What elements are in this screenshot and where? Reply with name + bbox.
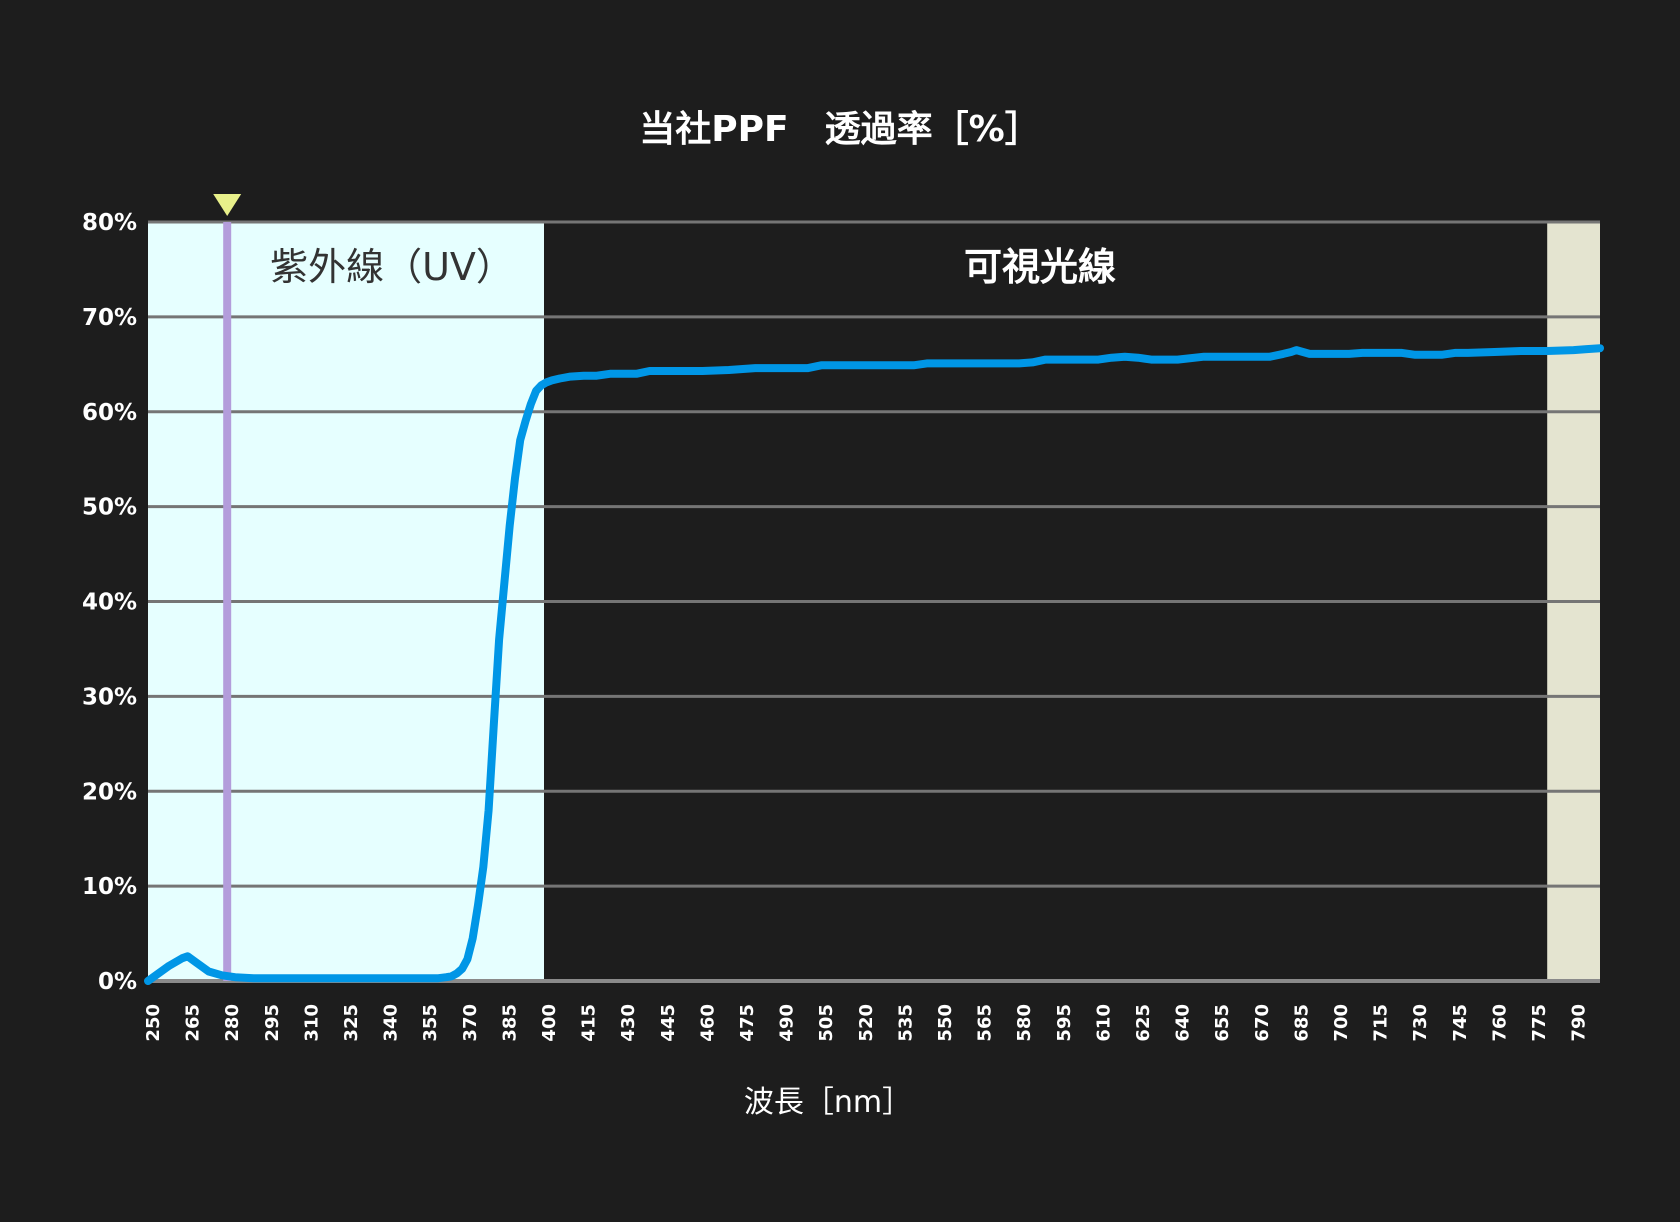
x-tick-label: 730 <box>1410 1004 1431 1042</box>
x-tick-label: 370 <box>460 1004 481 1042</box>
x-axis-label: 波長［nm］ <box>744 1085 912 1120</box>
x-tick-label: 610 <box>1093 1004 1114 1042</box>
x-tick-label: 625 <box>1133 1004 1154 1042</box>
x-tick-label: 385 <box>499 1004 520 1042</box>
x-tick-label: 700 <box>1331 1004 1352 1042</box>
x-tick-label: 325 <box>341 1004 362 1042</box>
x-tick-label: 415 <box>579 1004 600 1042</box>
y-tick-label: 70% <box>82 305 137 331</box>
y-tick-label: 20% <box>82 779 137 805</box>
x-tick-label: 400 <box>539 1004 560 1042</box>
x-tick-label: 250 <box>143 1004 164 1042</box>
x-tick-label: 760 <box>1489 1004 1510 1042</box>
x-tick-label: 265 <box>183 1004 204 1042</box>
region-label-uv: 紫外線（UV） <box>270 245 514 289</box>
y-tick-label: 60% <box>82 400 137 426</box>
x-tick-label: 640 <box>1173 1004 1194 1042</box>
x-tick-label: 595 <box>1054 1004 1075 1042</box>
x-tick-label: 655 <box>1212 1004 1233 1042</box>
x-tick-label: 490 <box>777 1004 798 1042</box>
y-tick-label: 0% <box>98 969 137 995</box>
x-tick-label: 535 <box>895 1004 916 1042</box>
x-tick-label: 445 <box>658 1004 679 1042</box>
plot-area: 0% 10% 20% 30% 40% 50% 60% 70% 80% 紫外線（UV） 可視光線 250… <box>82 194 1604 1042</box>
x-tick-label: 565 <box>975 1004 996 1042</box>
x-tick-label: 505 <box>816 1004 837 1042</box>
x-tick-label: 550 <box>935 1004 956 1042</box>
series-line-0 <box>144 344 1604 985</box>
y-tick-label: 50% <box>82 495 137 521</box>
y-tick-label: 30% <box>82 684 137 710</box>
marker-triangle <box>213 194 242 216</box>
x-tick-label: 355 <box>420 1004 441 1042</box>
y-tick-label: 80% <box>82 210 137 236</box>
x-tick-label: 580 <box>1014 1004 1035 1042</box>
x-tick-label: 685 <box>1291 1004 1312 1042</box>
x-tick-label: 475 <box>737 1004 758 1042</box>
x-tick-label: 520 <box>856 1004 877 1042</box>
chart-title: 当社PPF 透過率［%］ <box>639 109 1040 150</box>
x-tick-label: 670 <box>1252 1004 1273 1042</box>
x-tick-label: 295 <box>262 1004 283 1042</box>
region-label-visible: 可視光線 <box>964 245 1116 289</box>
x-tick-label: 790 <box>1569 1004 1590 1042</box>
x-tick-label: 430 <box>618 1004 639 1042</box>
x-tick-label: 745 <box>1450 1004 1471 1042</box>
x-tick-label: 775 <box>1529 1004 1550 1042</box>
x-tick-label: 280 <box>222 1004 243 1042</box>
x-tick-label: 310 <box>301 1004 322 1042</box>
y-tick-label: 40% <box>82 590 137 616</box>
y-tick-label: 10% <box>82 874 137 900</box>
x-tick-label: 460 <box>697 1004 718 1042</box>
x-tick-label: 340 <box>381 1004 402 1042</box>
x-tick-label: 715 <box>1371 1004 1392 1042</box>
